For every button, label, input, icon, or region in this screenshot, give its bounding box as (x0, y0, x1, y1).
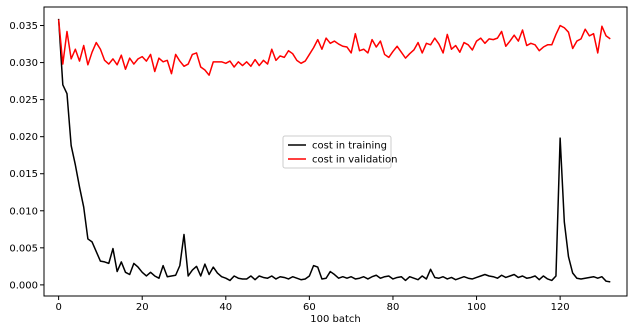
axes (43, 6, 628, 297)
y-tick-label: 0.020 (9, 132, 38, 143)
tick-marks-and-labels: 0 20 40 60 80 100 120 0.000 0.005 0.010 0.015 0.020… (9, 21, 569, 313)
x-axis-label: 100 batch (310, 314, 361, 325)
x-tick-label: 40 (219, 302, 232, 313)
legend: cost in training cost in validation (282, 135, 397, 169)
legend-label-training: cost in training (312, 141, 387, 152)
x-tick-label: 20 (136, 302, 149, 313)
x-tick-label: 0 (55, 302, 61, 313)
x-tick-label: 80 (387, 302, 400, 313)
plot-frame (43, 6, 628, 297)
x-tick-label: 100 (467, 302, 486, 313)
x-tick-label: 120 (551, 302, 570, 313)
x-tick-label: 60 (303, 302, 316, 313)
y-tick-label: 0.035 (9, 21, 38, 32)
y-tick-label: 0.005 (9, 243, 38, 254)
legend-label-validation: cost in validation (312, 155, 397, 166)
y-tick-label: 0.010 (9, 206, 38, 217)
y-tick-label: 0.000 (9, 280, 38, 291)
series-line-training (57, 18, 611, 283)
y-tick-label: 0.030 (9, 58, 38, 69)
y-tick-label: 0.025 (9, 95, 38, 106)
y-tick-label: 0.015 (9, 169, 38, 180)
legend-box (282, 135, 392, 169)
series-line-validation (57, 19, 611, 76)
series-lines (57, 18, 611, 283)
